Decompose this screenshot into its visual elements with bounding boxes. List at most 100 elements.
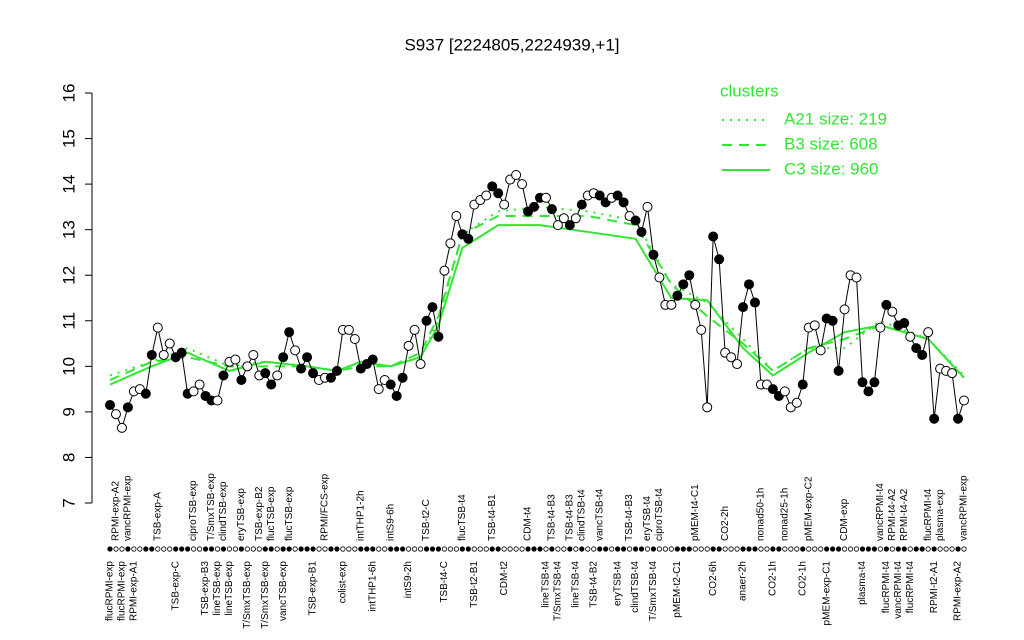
x-tick-label: clindTSB-t4 bbox=[576, 489, 587, 541]
sample-dot bbox=[191, 546, 197, 552]
sample-dot bbox=[680, 546, 686, 552]
x-tick-label: TSB-t4-B3 bbox=[624, 494, 635, 541]
x-tick-label: CO2-1h bbox=[797, 561, 808, 596]
data-point bbox=[403, 340, 414, 351]
x-tick-label: CDM-t4 bbox=[523, 506, 534, 541]
data-point bbox=[684, 270, 695, 281]
x-tick-label: lineTSB-exp bbox=[212, 561, 223, 616]
data-point bbox=[218, 370, 229, 381]
sample-dot bbox=[382, 546, 388, 552]
data-point bbox=[809, 320, 820, 331]
sample-dot bbox=[853, 546, 860, 552]
sample-dot bbox=[429, 546, 436, 552]
sample-dot bbox=[585, 546, 591, 552]
data-point bbox=[188, 386, 199, 397]
sample-dot bbox=[788, 546, 794, 552]
data-point bbox=[105, 400, 115, 411]
data-point bbox=[385, 379, 396, 390]
x-tick-label: RPMI-exp-A2 bbox=[953, 561, 964, 621]
data-point bbox=[122, 402, 133, 413]
sample-dot bbox=[776, 546, 782, 552]
data-point bbox=[272, 370, 283, 381]
sample-dot bbox=[710, 546, 716, 552]
sample-dot bbox=[704, 546, 710, 552]
y-tick-label: 8 bbox=[59, 453, 78, 462]
sample-dot bbox=[567, 546, 573, 552]
sample-dot bbox=[274, 546, 280, 552]
sample-dot bbox=[143, 546, 149, 552]
sample-dot bbox=[280, 546, 286, 552]
sample-dot bbox=[268, 546, 274, 552]
data-point bbox=[552, 220, 563, 231]
data-point bbox=[511, 170, 522, 180]
data-point bbox=[654, 272, 665, 283]
sample-dot bbox=[471, 546, 477, 552]
sample-dot bbox=[244, 546, 250, 552]
data-point bbox=[636, 226, 647, 237]
x-tick-label: eryTSB-t4 bbox=[612, 561, 623, 606]
data-point bbox=[451, 211, 462, 221]
sample-dot bbox=[746, 546, 752, 552]
sample-dot bbox=[256, 546, 262, 552]
sample-dot bbox=[830, 546, 836, 552]
sample-dot bbox=[591, 546, 597, 552]
data-point bbox=[738, 302, 749, 313]
data-point bbox=[947, 368, 958, 379]
y-tick-label: 13 bbox=[59, 220, 78, 239]
sample-dot bbox=[298, 546, 304, 552]
x-tick-label: plasma-exp bbox=[935, 489, 946, 541]
data-point bbox=[152, 322, 163, 333]
sample-dot bbox=[549, 546, 555, 552]
data-point bbox=[732, 359, 743, 370]
x-tick-label: intS9-2h bbox=[403, 561, 414, 598]
sample-dot bbox=[531, 546, 537, 552]
x-tick-label: colist-exp bbox=[338, 561, 349, 604]
x-tick-label: CO2-6h bbox=[708, 561, 719, 596]
sample-dot bbox=[292, 546, 298, 552]
y-tick-label: 10 bbox=[59, 357, 78, 376]
x-tick-label: CDM-t2 bbox=[499, 561, 510, 596]
data-point bbox=[714, 254, 725, 265]
data-point bbox=[146, 349, 157, 360]
sample-dot bbox=[770, 546, 776, 552]
sample-dot bbox=[179, 546, 185, 552]
sample-dot bbox=[656, 546, 663, 552]
data-point bbox=[481, 190, 492, 201]
sample-dot bbox=[501, 546, 507, 552]
data-point bbox=[487, 181, 498, 192]
sample-dot bbox=[937, 546, 943, 552]
sample-dot bbox=[758, 546, 764, 552]
data-point bbox=[564, 220, 575, 231]
x-tick-label: lineTSB-t4 bbox=[541, 561, 552, 608]
data-point bbox=[672, 290, 683, 301]
data-point bbox=[415, 359, 426, 370]
x-tick-label: TSB-t4-B1 bbox=[487, 494, 498, 541]
sample-dot bbox=[883, 546, 889, 552]
data-point bbox=[325, 372, 336, 383]
data-point bbox=[779, 386, 790, 397]
sample-dot bbox=[125, 546, 131, 552]
x-tick-label: flucRPMI-exp bbox=[117, 561, 128, 621]
legend-label: C3 size: 960 bbox=[784, 159, 879, 178]
data-point bbox=[791, 397, 802, 408]
sample-dot bbox=[794, 546, 800, 552]
sample-dot bbox=[877, 546, 883, 552]
sample-dot bbox=[800, 546, 806, 552]
data-point bbox=[815, 345, 826, 356]
sample-dot bbox=[961, 546, 967, 552]
sample-dot bbox=[137, 546, 143, 552]
sample-dot bbox=[722, 546, 728, 552]
x-tick-label: lineTSB-exp bbox=[224, 561, 235, 616]
data-point bbox=[397, 372, 408, 383]
data-point bbox=[212, 395, 223, 406]
data-point bbox=[302, 352, 313, 363]
data-point bbox=[917, 349, 928, 360]
sample-dot bbox=[913, 546, 919, 552]
x-tick-label: clindTSB-t4 bbox=[630, 561, 641, 613]
sample-dot bbox=[250, 546, 256, 552]
data-point bbox=[296, 363, 307, 374]
data-point bbox=[929, 413, 940, 424]
sample-dot bbox=[597, 546, 603, 552]
data-point bbox=[666, 299, 677, 310]
sample-dot bbox=[632, 546, 639, 552]
